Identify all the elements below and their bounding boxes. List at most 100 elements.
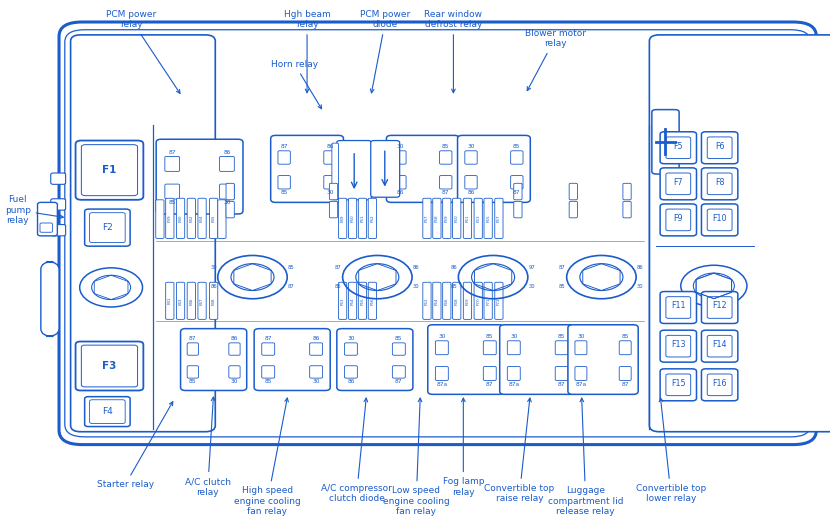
FancyBboxPatch shape (229, 366, 240, 378)
FancyBboxPatch shape (619, 341, 632, 355)
Text: 30: 30 (578, 334, 585, 339)
Text: F49: F49 (341, 215, 345, 222)
FancyBboxPatch shape (187, 366, 199, 378)
FancyBboxPatch shape (394, 151, 406, 164)
Text: F52: F52 (371, 215, 375, 222)
Text: F62: F62 (425, 297, 429, 305)
FancyBboxPatch shape (555, 366, 568, 380)
FancyBboxPatch shape (371, 141, 400, 197)
Text: F41: F41 (168, 297, 172, 304)
FancyBboxPatch shape (433, 282, 441, 319)
FancyBboxPatch shape (51, 199, 66, 210)
Text: F1: F1 (102, 165, 116, 175)
Text: 85: 85 (264, 379, 272, 384)
Text: 86: 86 (231, 337, 238, 341)
Text: Low speed
engine cooling
fan relay: Low speed engine cooling fan relay (383, 398, 450, 516)
Text: 86: 86 (450, 265, 458, 270)
Text: F57: F57 (425, 215, 429, 222)
Text: F69: F69 (465, 297, 470, 305)
FancyBboxPatch shape (555, 341, 568, 355)
Text: F45: F45 (212, 215, 215, 222)
FancyBboxPatch shape (499, 325, 576, 394)
FancyBboxPatch shape (514, 183, 522, 200)
FancyBboxPatch shape (165, 199, 174, 239)
Text: Blower motor
relay: Blower motor relay (524, 29, 586, 91)
Text: Starter relay: Starter relay (96, 402, 173, 489)
FancyBboxPatch shape (666, 173, 691, 195)
Text: F59: F59 (445, 215, 449, 222)
FancyBboxPatch shape (344, 343, 357, 355)
FancyBboxPatch shape (707, 173, 732, 195)
Text: F2: F2 (102, 223, 113, 232)
FancyBboxPatch shape (358, 282, 366, 319)
FancyBboxPatch shape (701, 132, 738, 164)
Text: 30: 30 (637, 284, 643, 289)
FancyBboxPatch shape (660, 132, 696, 164)
FancyBboxPatch shape (511, 176, 523, 189)
Text: F43: F43 (179, 297, 183, 305)
FancyBboxPatch shape (701, 292, 738, 324)
FancyBboxPatch shape (751, 199, 765, 210)
Text: F39: F39 (168, 215, 172, 222)
Text: F56: F56 (371, 297, 375, 305)
Text: F12: F12 (712, 302, 727, 311)
FancyBboxPatch shape (652, 109, 679, 174)
FancyBboxPatch shape (701, 204, 738, 236)
Text: A/C clutch
relay: A/C clutch relay (184, 397, 231, 497)
Text: F63: F63 (476, 215, 480, 222)
FancyBboxPatch shape (81, 145, 138, 196)
Text: 87: 87 (442, 190, 450, 195)
FancyBboxPatch shape (660, 369, 696, 401)
Text: Fuel
pump
relay: Fuel pump relay (5, 195, 63, 225)
FancyBboxPatch shape (751, 173, 765, 184)
Text: 85: 85 (558, 334, 565, 339)
FancyBboxPatch shape (701, 168, 738, 200)
Text: 30: 30 (467, 144, 475, 149)
Text: F46: F46 (189, 297, 194, 305)
FancyBboxPatch shape (76, 141, 144, 200)
Text: F48: F48 (212, 297, 215, 305)
Text: 85: 85 (288, 265, 295, 270)
FancyBboxPatch shape (337, 329, 413, 390)
Text: 85: 85 (189, 379, 197, 384)
FancyBboxPatch shape (81, 345, 138, 387)
FancyBboxPatch shape (156, 139, 243, 214)
FancyBboxPatch shape (575, 366, 587, 380)
Text: Convertible top
lower relay: Convertible top lower relay (636, 398, 706, 503)
FancyBboxPatch shape (324, 151, 337, 164)
FancyBboxPatch shape (484, 341, 496, 355)
FancyBboxPatch shape (443, 282, 451, 319)
FancyBboxPatch shape (619, 366, 632, 380)
FancyBboxPatch shape (329, 201, 337, 218)
Text: 87: 87 (513, 190, 520, 195)
FancyBboxPatch shape (649, 35, 831, 432)
FancyBboxPatch shape (666, 336, 691, 357)
Text: 30: 30 (312, 379, 320, 384)
FancyBboxPatch shape (392, 343, 406, 355)
Text: A/C compressor
clutch diode: A/C compressor clutch diode (322, 398, 392, 503)
Text: F15: F15 (671, 379, 686, 388)
Text: F6: F6 (715, 142, 725, 151)
FancyBboxPatch shape (660, 168, 696, 200)
FancyBboxPatch shape (324, 176, 337, 189)
FancyBboxPatch shape (368, 199, 376, 239)
FancyBboxPatch shape (465, 151, 477, 164)
Text: F47: F47 (200, 297, 204, 305)
FancyBboxPatch shape (348, 199, 356, 239)
FancyBboxPatch shape (209, 282, 218, 319)
FancyBboxPatch shape (435, 341, 448, 355)
FancyBboxPatch shape (37, 202, 57, 236)
FancyBboxPatch shape (51, 225, 66, 236)
FancyBboxPatch shape (707, 374, 732, 395)
Text: F68: F68 (455, 297, 459, 305)
FancyBboxPatch shape (755, 262, 774, 337)
FancyBboxPatch shape (155, 200, 164, 239)
FancyBboxPatch shape (494, 199, 503, 239)
FancyBboxPatch shape (187, 343, 199, 355)
Text: Luggage
compartment lid
release relay: Luggage compartment lid release relay (548, 398, 623, 516)
FancyBboxPatch shape (453, 199, 461, 239)
Text: Fog lamp
relay: Fog lamp relay (443, 398, 484, 497)
FancyBboxPatch shape (701, 369, 738, 401)
Text: 87: 87 (486, 381, 494, 387)
Text: 30: 30 (529, 284, 535, 289)
